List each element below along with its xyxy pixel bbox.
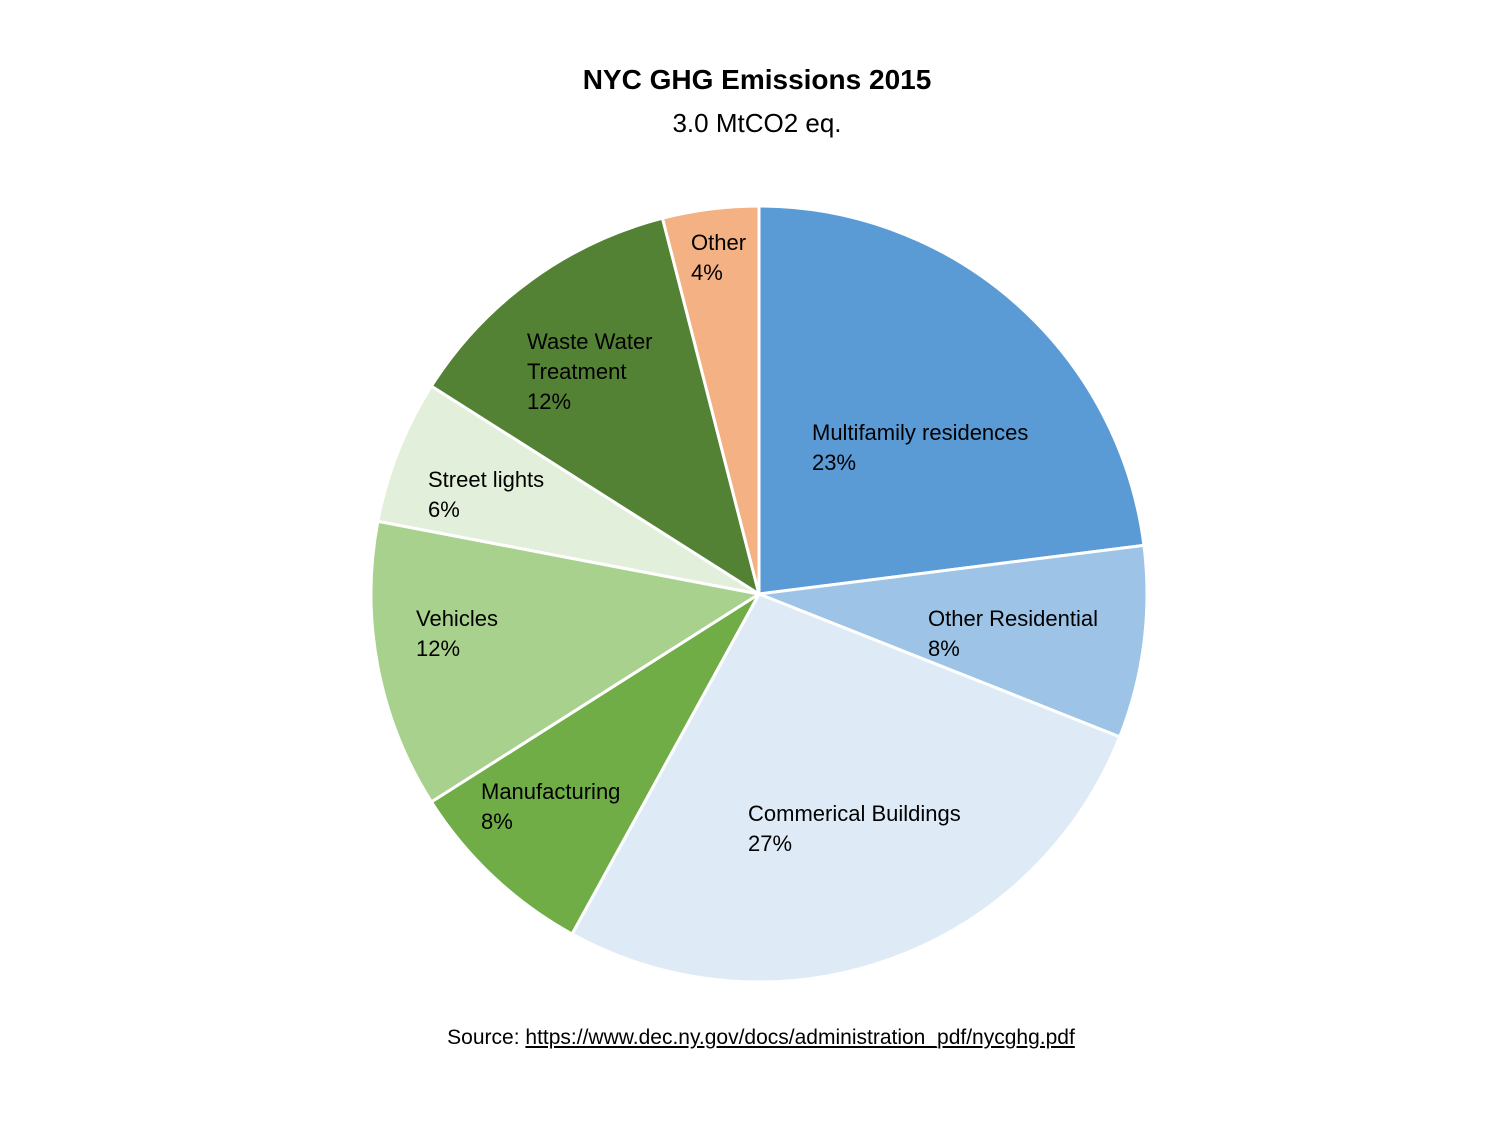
data-label-percent: 12%: [527, 389, 571, 414]
pie-slice-vehicles: [369, 519, 761, 804]
data-label-percent: 4%: [691, 260, 723, 285]
data-label-percent: 8%: [481, 809, 513, 834]
data-label-percent: 12%: [416, 636, 460, 661]
data-label-percent: 27%: [748, 831, 792, 856]
data-label-category: Vehicles: [416, 606, 498, 631]
pie-slice-commerical-buildings: [570, 592, 1122, 984]
chart-title: NYC GHG Emissions 2015: [582, 64, 932, 95]
pie-slice-other: [661, 204, 761, 596]
data-label-category: Multifamily residences: [812, 420, 1028, 445]
pie-slice-street-lights: [376, 384, 761, 596]
data-label-category: Street lights: [428, 467, 544, 492]
data-label-category: Other Residential: [928, 606, 1098, 631]
data-label-category: Waste Water: [527, 329, 653, 354]
data-label-percent: 6%: [428, 497, 460, 522]
chart-subtitle: 3.0 MtCO2 eq.: [672, 108, 842, 138]
source-prefix: Source:: [447, 1026, 526, 1049]
source-note: Source: https://www.dec.ny.gov/docs/admi…: [0, 1026, 1496, 1050]
data-label-category: Commerical Buildings: [748, 801, 961, 826]
pie-slice-other-residential: [757, 543, 1149, 739]
pie-slice-manufacturing: [429, 592, 761, 936]
data-label-category: Other: [691, 230, 746, 255]
pie-slice-multifamily-residences: [757, 204, 1146, 596]
data-label-percent: 23%: [812, 450, 856, 475]
data-label-category: Treatment: [527, 359, 626, 384]
pie-slice-waste-water-treatment: [429, 216, 761, 596]
source-link[interactable]: https://www.dec.ny.gov/docs/administrati…: [525, 1026, 1075, 1049]
data-label-category: Manufacturing: [481, 779, 620, 804]
data-label-percent: 8%: [928, 636, 960, 661]
